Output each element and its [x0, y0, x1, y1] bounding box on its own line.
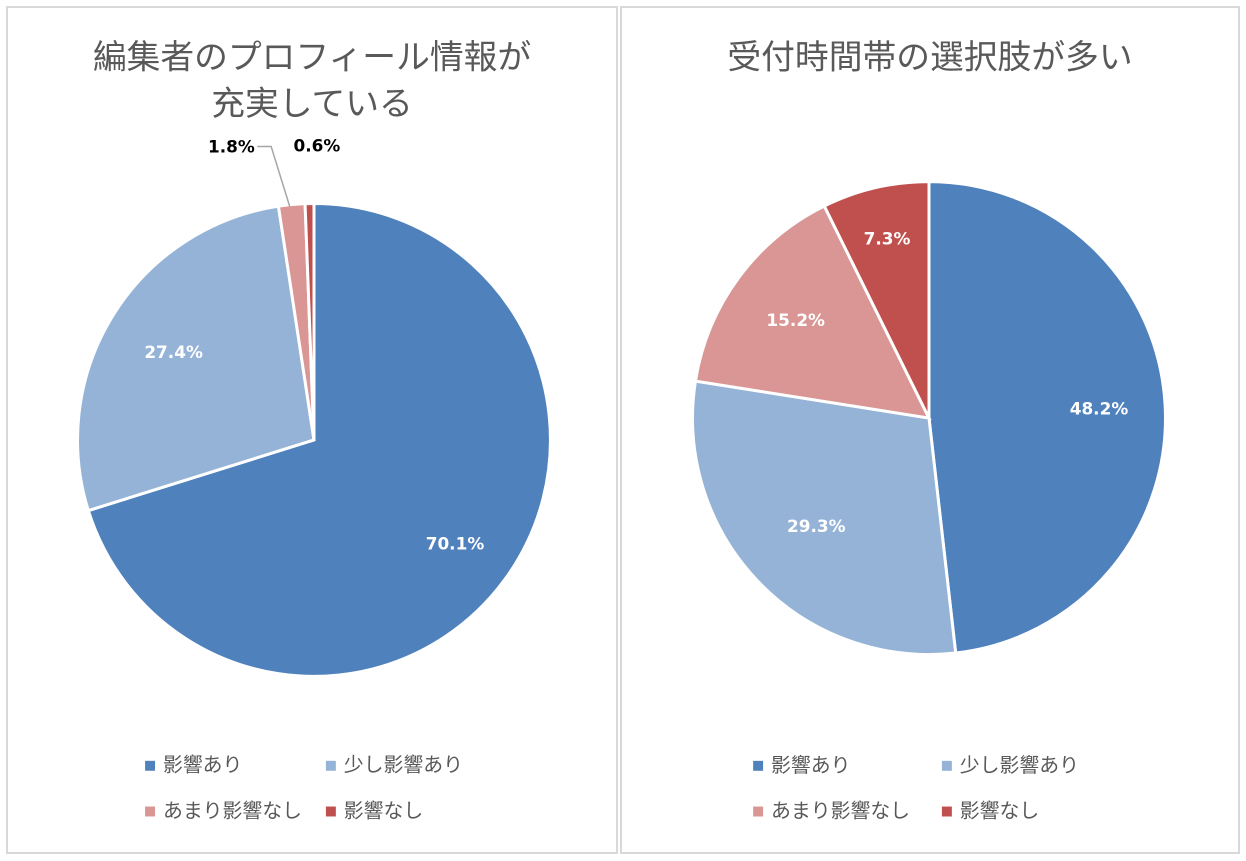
- pie-chart-left: 編集者のプロフィール情報が 充実している 70.1%27.4%1.8% 0.6% …: [76, 37, 552, 822]
- pie-slice-2: [691, 379, 958, 657]
- legend-swatch-2: [325, 760, 336, 771]
- chart-title-line-1: 編集者のプロフィール情報が: [93, 37, 531, 76]
- legend-swatch-3: [145, 806, 156, 817]
- legend-swatch-3: [753, 806, 764, 817]
- data-label-2: 27.4%: [144, 342, 203, 362]
- legend-label-4: 影響なし: [960, 799, 1039, 822]
- data-label-3: 1.8%: [208, 136, 255, 156]
- legend-swatch-2: [941, 760, 952, 771]
- pie-slice-1: [86, 201, 552, 678]
- pie-slice-1: [927, 180, 1167, 655]
- legend-label-3: あまり影響なし: [163, 799, 302, 822]
- chart-panel-right: 受付時間帯の選択肢が多い 48.2% 29.3% 15.2% 7.3% 影響あり 少し影…: [620, 6, 1240, 854]
- legend-swatch-1: [145, 760, 156, 771]
- leader-line: [257, 145, 291, 207]
- chart-title-line-2: 充実している: [211, 84, 413, 123]
- pie-slice-4: [822, 180, 931, 419]
- pie-labels: 70.1% 27.4% 1.8% 0.6%: [144, 135, 484, 553]
- pie-slices: [76, 201, 552, 678]
- legend-label-4: 影響なし: [344, 799, 423, 822]
- legend-label-3: あまり影響なし: [771, 799, 910, 822]
- legend-label-1: 影響あり: [163, 754, 242, 777]
- legend-label-2: 少し影響あり: [960, 754, 1079, 777]
- legend-swatch-1: [753, 760, 764, 771]
- chart-title-line-1: 受付時間帯の選択肢が多い: [727, 37, 1132, 76]
- legend-label-1: 影響あり: [771, 754, 850, 777]
- pie-slice-2: [76, 204, 316, 513]
- pie-slice-3: [693, 204, 932, 420]
- data-label-1: 48.2%: [1070, 398, 1129, 418]
- legend-label-2: 少し影響あり: [344, 754, 463, 777]
- data-label-4: 7.3%: [864, 228, 911, 248]
- chart-panel-left: 編集者のプロフィール情報が 充実している 70.1% 27.4% 1.8% 0.6% …: [6, 6, 618, 854]
- pie-slices: [691, 180, 1167, 657]
- legend-swatch-4: [325, 806, 336, 817]
- pie-labels: 48.2% 29.3% 15.2% 7.3%: [766, 228, 1128, 536]
- pie-chart-right: 受付時間帯の選択肢が多い 48.2% 29.3% 15.2% 7.3% 影響あり 少し影…: [691, 37, 1167, 822]
- legend-swatch-4: [941, 806, 952, 817]
- data-label-1: 70.1%: [426, 533, 485, 553]
- data-label-3: 15.2%: [766, 310, 825, 330]
- pie-slice-4: [303, 201, 316, 440]
- data-label-2: 29.3%: [787, 516, 846, 536]
- data-label-4: 0.6%: [294, 135, 341, 155]
